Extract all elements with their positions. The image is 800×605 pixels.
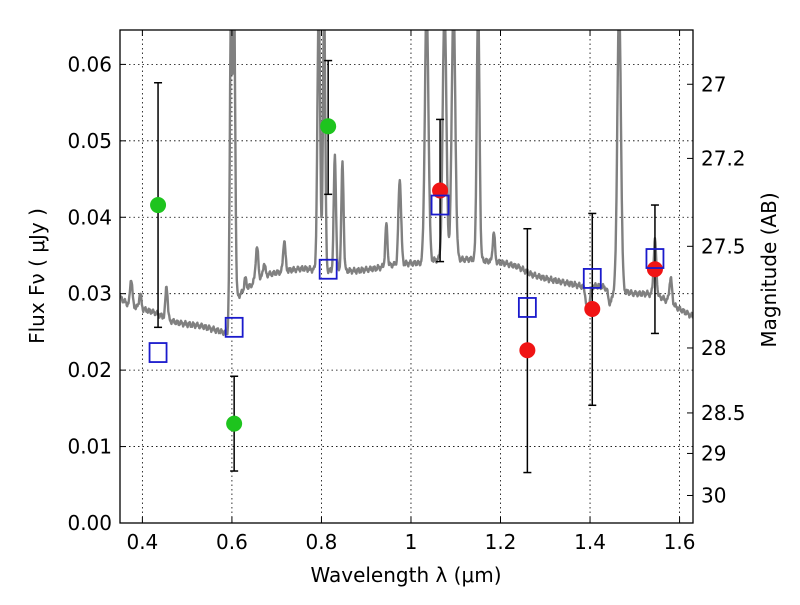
plot-frame xyxy=(119,29,694,524)
x-tick-label: 1.4 xyxy=(574,530,606,554)
model-band-square xyxy=(430,194,450,216)
model-band-square xyxy=(582,268,602,289)
x-tick-label: 1 xyxy=(405,530,418,554)
model-band-square xyxy=(517,297,537,318)
x-tick-label: 1.2 xyxy=(485,530,517,554)
right-tick-label: 27 xyxy=(701,72,726,96)
y-tick-label: 0.05 xyxy=(67,129,112,153)
right-tick-label: 29 xyxy=(701,441,726,465)
right-tick-label: 30 xyxy=(701,483,726,507)
red-data-point xyxy=(432,182,449,199)
model-spectrum-line xyxy=(120,30,693,337)
x-axis-label: Wavelength λ (μm) xyxy=(310,563,501,587)
right-tick-label: 27.5 xyxy=(701,234,746,258)
red-data-point xyxy=(519,342,536,359)
x-tick-label: 1.6 xyxy=(664,530,696,554)
x-tick-label: 0.4 xyxy=(126,530,158,554)
green-data-point xyxy=(150,197,167,214)
y-tick-label: 0.01 xyxy=(67,435,112,459)
green-data-point xyxy=(320,118,337,135)
right-tick-label: 28 xyxy=(701,336,726,360)
x-tick-label: 0.8 xyxy=(306,530,338,554)
y-axis-label: Flux Fν ( μJy ) xyxy=(25,208,49,344)
red-data-point xyxy=(646,261,663,278)
right-tick-label: 28.5 xyxy=(701,401,746,425)
model-band-square xyxy=(148,342,168,363)
green-data-point xyxy=(226,415,243,432)
model-band-square xyxy=(224,316,244,338)
y-tick-label: 0.02 xyxy=(67,358,112,382)
right-tick-label: 27.2 xyxy=(701,146,746,170)
x-tick-label: 0.6 xyxy=(216,530,248,554)
y-tick-label: 0.04 xyxy=(67,205,112,229)
model-band-square xyxy=(318,258,338,280)
y-tick-label: 0.06 xyxy=(67,52,112,76)
y-tick-label: 0.00 xyxy=(67,511,112,535)
red-data-point xyxy=(584,300,601,317)
model-band-square xyxy=(645,248,665,269)
right-axis-label: Magnitude (AB) xyxy=(757,192,781,347)
y-tick-label: 0.03 xyxy=(67,282,112,306)
